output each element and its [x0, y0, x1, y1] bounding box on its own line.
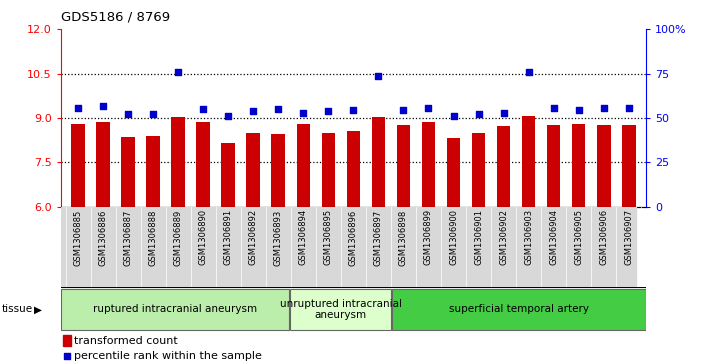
FancyBboxPatch shape [291, 289, 391, 330]
FancyBboxPatch shape [392, 289, 645, 330]
Bar [171, 117, 185, 207]
Point [623, 105, 634, 110]
Point [123, 111, 134, 117]
Point [548, 105, 559, 110]
Point [398, 107, 409, 113]
Text: GSM1306892: GSM1306892 [249, 209, 258, 265]
Text: GSM1306889: GSM1306889 [174, 209, 183, 266]
Point [473, 111, 484, 117]
Text: GSM1306894: GSM1306894 [299, 209, 308, 265]
Text: GSM1306895: GSM1306895 [324, 209, 333, 265]
Text: GSM1306906: GSM1306906 [599, 209, 608, 265]
Text: GDS5186 / 8769: GDS5186 / 8769 [61, 11, 170, 24]
Point [273, 106, 284, 112]
Point [323, 109, 334, 114]
Bar [146, 136, 160, 207]
Point [98, 103, 109, 109]
Text: GSM1306900: GSM1306900 [449, 209, 458, 265]
Text: GSM1306904: GSM1306904 [549, 209, 558, 265]
Bar [71, 124, 85, 207]
Text: GSM1306905: GSM1306905 [574, 209, 583, 265]
Bar [321, 133, 336, 207]
Text: ruptured intracranial aneurysm: ruptured intracranial aneurysm [94, 305, 257, 314]
Text: GSM1306898: GSM1306898 [399, 209, 408, 266]
Bar [271, 134, 286, 207]
Text: GSM1306891: GSM1306891 [223, 209, 233, 265]
Point [173, 69, 184, 75]
Bar [221, 143, 235, 207]
Text: GSM1306885: GSM1306885 [74, 209, 83, 266]
Text: GSM1306886: GSM1306886 [99, 209, 108, 266]
Text: GSM1306893: GSM1306893 [274, 209, 283, 266]
Point [423, 105, 434, 110]
Bar [196, 122, 210, 207]
Bar [63, 335, 71, 346]
Bar [447, 138, 461, 207]
Bar [597, 125, 610, 207]
Bar [572, 125, 585, 207]
Text: GSM1306897: GSM1306897 [374, 209, 383, 266]
Bar [246, 133, 260, 207]
Bar [96, 122, 110, 207]
Point [598, 105, 609, 110]
FancyBboxPatch shape [61, 289, 289, 330]
Bar [121, 137, 135, 207]
Point [148, 111, 159, 117]
Text: superficial temporal artery: superficial temporal artery [449, 305, 589, 314]
Text: percentile rank within the sample: percentile rank within the sample [74, 351, 262, 361]
Point [298, 110, 309, 115]
Bar [346, 131, 361, 207]
Text: GSM1306902: GSM1306902 [499, 209, 508, 265]
Bar [421, 122, 436, 207]
Text: GSM1306899: GSM1306899 [424, 209, 433, 265]
Point [348, 107, 359, 113]
Point [61, 353, 72, 359]
Point [223, 114, 234, 119]
Bar [547, 125, 560, 207]
Point [73, 105, 84, 110]
Text: GSM1306907: GSM1306907 [624, 209, 633, 265]
Bar [622, 125, 635, 207]
Text: GSM1306896: GSM1306896 [349, 209, 358, 266]
Point [248, 109, 259, 114]
Bar [296, 125, 311, 207]
Bar [371, 117, 386, 207]
Point [373, 73, 384, 79]
Bar [472, 133, 486, 207]
Text: tissue: tissue [2, 305, 34, 314]
Point [573, 107, 584, 113]
Text: GSM1306901: GSM1306901 [474, 209, 483, 265]
Bar [522, 117, 536, 207]
Text: GSM1306903: GSM1306903 [524, 209, 533, 265]
Bar [497, 126, 511, 207]
Point [448, 113, 459, 118]
Text: unruptured intracranial
aneurysm: unruptured intracranial aneurysm [280, 299, 402, 320]
Text: GSM1306888: GSM1306888 [149, 209, 158, 266]
Point [498, 110, 509, 115]
Point [523, 69, 534, 75]
Text: GSM1306887: GSM1306887 [124, 209, 133, 266]
Text: GSM1306890: GSM1306890 [198, 209, 208, 265]
Point [198, 106, 209, 112]
Bar [396, 125, 411, 207]
Text: ▶: ▶ [34, 305, 42, 314]
Text: transformed count: transformed count [74, 336, 178, 346]
